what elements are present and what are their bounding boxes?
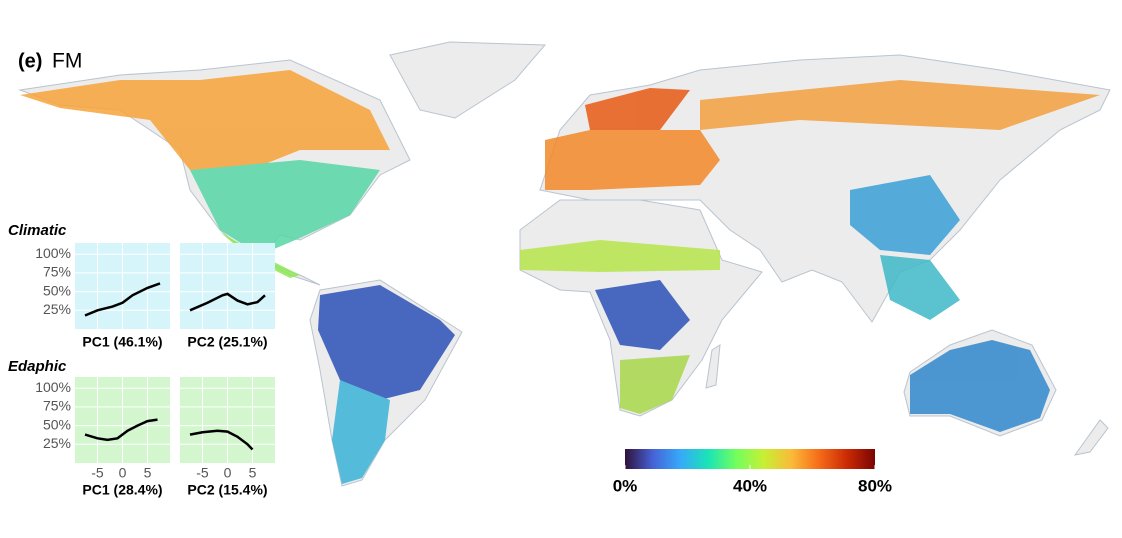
panel-title: FM [52,50,82,73]
overlay-congo [595,280,690,350]
overlay-australia [910,340,1050,432]
y-tick-label: 25% [43,435,71,451]
x-tick-label: -5 [196,465,209,481]
overlay-siberia [700,80,1100,130]
trend-line [84,282,161,317]
colorbar-tick-label: 80% [858,476,892,495]
overlay-safrica [620,355,690,414]
colorbar: 0% 40% 80% [613,449,892,495]
trend-line [84,418,158,442]
madagascar [705,344,721,389]
x-tick-label: 0 [224,465,232,481]
colorbar-tick-label: 0% [613,476,638,495]
overlay-scandinavia [585,88,690,135]
trend-line [189,429,254,451]
trend-line [189,292,266,312]
x-axis-label: PC2 (25.1%) [187,334,267,350]
panel-label: (e) [18,50,42,72]
x-axis-label: PC2 (15.4%) [187,482,267,498]
row-label: Climatic [8,222,67,239]
new-zealand [1073,419,1109,456]
colorbar-tick-label: 40% [733,476,767,495]
x-axis-label: PC1 (46.1%) [82,334,162,350]
y-tick-label: 75% [43,264,71,280]
overlay-amazon [318,285,455,400]
overlay-seasia [880,255,960,320]
map-overlay [20,70,1100,484]
x-axis-label: PC1 (28.4%) [82,482,162,498]
colorbar-gradient [625,449,875,469]
overlay-europe [545,130,720,190]
y-tick-label: 100% [35,245,71,261]
y-tick-label: 50% [43,416,71,432]
y-tick-label: 50% [43,282,71,298]
overlay-us [190,160,380,255]
x-tick-label: -5 [91,465,104,481]
y-tick-label: 25% [43,301,71,317]
x-tick-label: 5 [249,465,257,481]
x-tick-label: 0 [119,465,127,481]
row-label: Edaphic [8,358,67,375]
inset-plots: Climatic Edaphic 100% 75% 50% 25% PC1 (46.1%) P… [8,222,275,498]
overlay-china [850,175,960,255]
y-tick-label: 100% [35,379,71,395]
overlay-south [332,380,390,484]
x-tick-label: 5 [144,465,152,481]
overlay-north [20,70,390,170]
greenland [389,41,547,119]
overlay-sahel [520,240,720,272]
y-tick-label: 75% [43,398,71,414]
